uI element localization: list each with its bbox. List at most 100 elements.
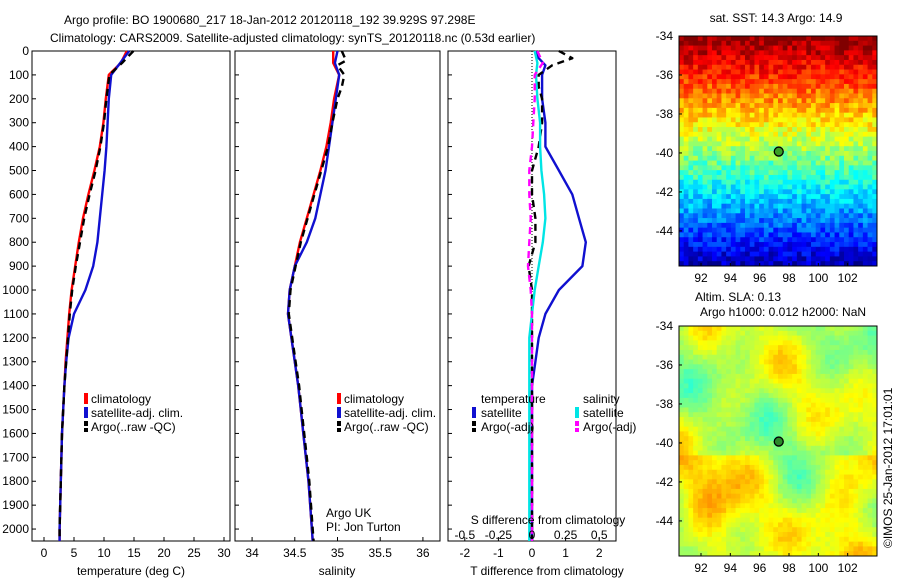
map-cell <box>778 256 784 262</box>
map-cell <box>839 55 845 61</box>
map-cell <box>844 393 850 399</box>
map-cell <box>778 242 784 248</box>
map-cell <box>839 393 845 399</box>
map-cell <box>712 227 718 233</box>
map-cell <box>853 122 859 128</box>
map-cell <box>749 373 755 380</box>
map-cell <box>688 69 694 75</box>
map-cell <box>683 165 689 171</box>
map-cell <box>811 127 817 133</box>
map-cell <box>763 194 769 200</box>
map-cell <box>848 222 854 229</box>
map-cell <box>712 493 718 499</box>
map-cell <box>735 412 741 418</box>
map-cell <box>825 103 831 109</box>
map-cell <box>759 136 765 142</box>
map-cell <box>782 55 788 61</box>
map-cell <box>745 441 751 447</box>
map-cell <box>862 474 868 480</box>
map-cell <box>792 251 798 257</box>
map-cell <box>726 69 732 75</box>
map-cell <box>679 50 685 56</box>
map-cell <box>806 160 812 166</box>
map-cell <box>707 364 713 370</box>
map-cell <box>839 469 845 475</box>
map-cell <box>778 45 784 51</box>
map-cell <box>872 203 878 209</box>
map-cell <box>721 330 727 336</box>
map-cell <box>721 170 727 176</box>
map-cell <box>735 179 741 185</box>
map-cell <box>768 541 774 547</box>
map-cell <box>834 155 840 161</box>
map-cell <box>806 127 812 133</box>
map-cell <box>712 141 718 147</box>
map-cell <box>683 498 689 504</box>
map-cell <box>848 326 854 332</box>
map-cell <box>688 527 694 533</box>
map-cell <box>702 335 708 341</box>
map-cell <box>796 203 802 209</box>
map-cell <box>825 40 831 46</box>
map-cell <box>763 393 769 399</box>
map-cell <box>839 146 845 152</box>
map-cell <box>707 393 713 399</box>
map-cell <box>693 512 699 519</box>
map-cell <box>693 532 699 538</box>
map-cell <box>702 340 708 346</box>
map-cell <box>768 213 774 219</box>
map-cell <box>782 354 788 360</box>
map-cell <box>834 251 840 257</box>
map-cell <box>726 508 732 514</box>
map-cell <box>858 536 864 543</box>
map-cell <box>702 484 708 490</box>
map-cell <box>721 407 727 413</box>
map-cell <box>839 242 845 248</box>
map-cell <box>721 40 727 46</box>
map-cell <box>679 131 685 138</box>
map-cell <box>721 141 727 147</box>
map-cell <box>773 69 779 75</box>
map-cell <box>825 479 831 485</box>
map-cell <box>792 218 798 224</box>
map-cell <box>707 218 713 224</box>
sla-map-frame <box>678 325 878 557</box>
map-cell <box>829 364 835 370</box>
map-cell <box>801 222 807 229</box>
map-cell <box>787 93 793 99</box>
map-cell <box>693 79 699 85</box>
map-cell <box>778 474 784 480</box>
map-cell <box>858 474 864 480</box>
map-cell <box>716 218 722 224</box>
map-cell <box>792 532 798 538</box>
map-cell <box>844 397 850 404</box>
map-cell <box>806 498 812 504</box>
map-cell <box>792 407 798 413</box>
map-cell <box>796 469 802 475</box>
map-cell <box>829 436 835 442</box>
map-cell <box>716 64 722 70</box>
map-cell <box>806 131 812 138</box>
map-cell <box>754 378 760 384</box>
map-cell <box>811 445 817 451</box>
map-cell <box>759 345 765 351</box>
map-cell <box>872 227 878 233</box>
map-cell <box>792 349 798 356</box>
map-cell <box>773 498 779 504</box>
map-cell <box>778 536 784 543</box>
map-cell <box>712 103 718 109</box>
map-cell <box>707 198 713 205</box>
map-cell <box>792 445 798 451</box>
map-cell <box>702 107 708 114</box>
map-cell <box>707 498 713 504</box>
map-cell <box>726 378 732 384</box>
map-cell <box>759 131 765 138</box>
map-cell <box>839 184 845 190</box>
map-cell <box>716 69 722 75</box>
map-cell <box>801 330 807 336</box>
map-cell <box>740 402 746 408</box>
map-cell <box>712 107 718 114</box>
map-cell <box>679 151 685 157</box>
map-cell <box>782 74 788 80</box>
map-cell <box>787 455 793 461</box>
